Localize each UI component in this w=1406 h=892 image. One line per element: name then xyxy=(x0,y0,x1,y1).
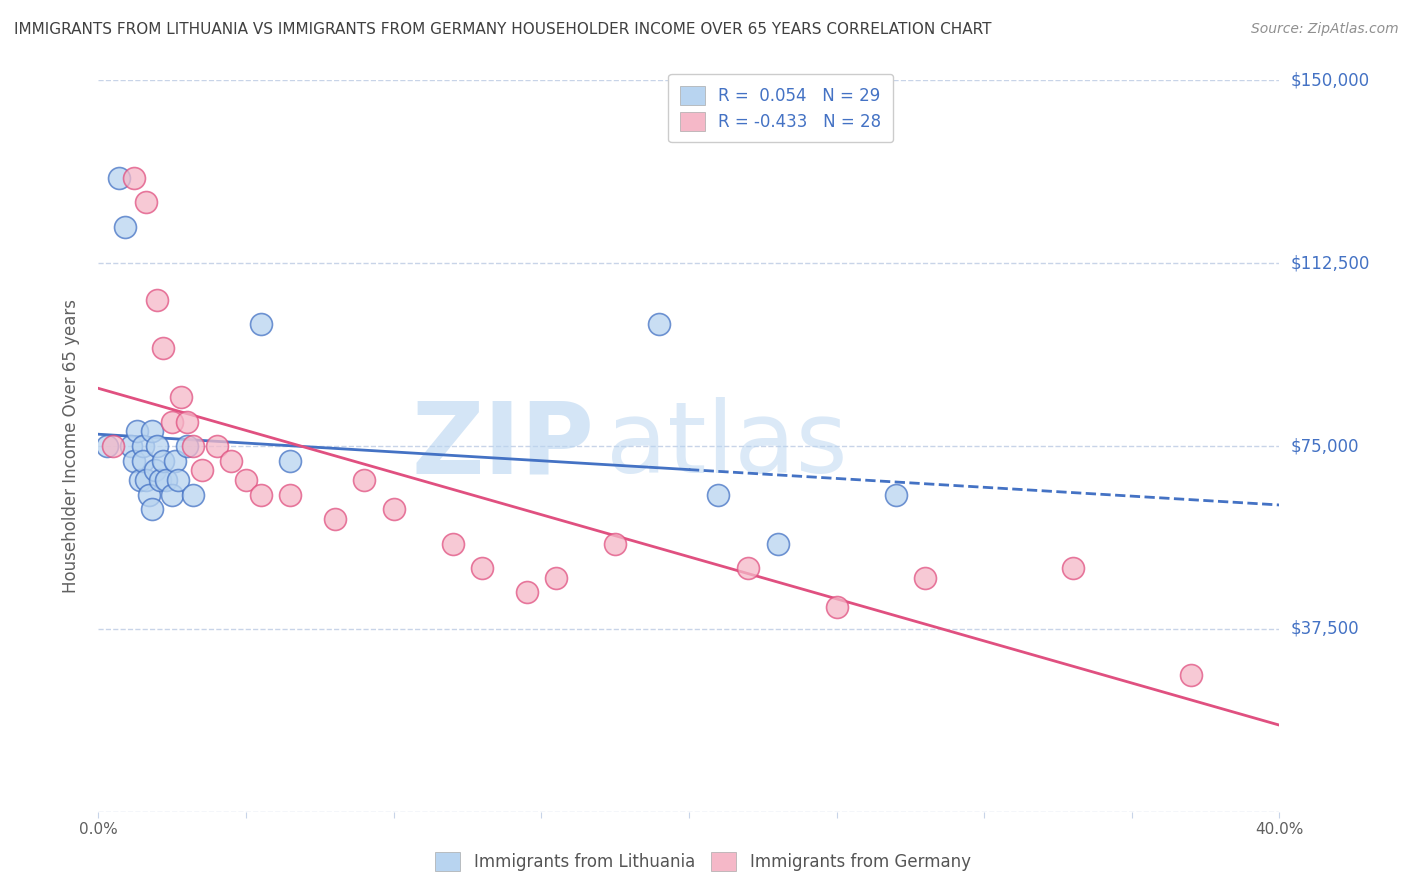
Point xyxy=(884,488,907,502)
Point xyxy=(353,473,375,487)
Point xyxy=(235,473,257,487)
Point xyxy=(441,536,464,550)
Text: ZIP: ZIP xyxy=(412,398,595,494)
Point xyxy=(167,473,190,487)
Point xyxy=(138,488,160,502)
Point xyxy=(146,439,169,453)
Point xyxy=(141,425,163,439)
Point xyxy=(471,561,494,575)
Point xyxy=(914,571,936,585)
Point xyxy=(737,561,759,575)
Point xyxy=(516,585,538,599)
Point xyxy=(132,453,155,467)
Point xyxy=(128,473,150,487)
Point xyxy=(648,317,671,331)
Point xyxy=(382,502,405,516)
Point xyxy=(825,599,848,614)
Point xyxy=(146,293,169,307)
Point xyxy=(149,473,172,487)
Legend: Immigrants from Lithuania, Immigrants from Germany: Immigrants from Lithuania, Immigrants fr… xyxy=(427,843,979,880)
Text: IMMIGRANTS FROM LITHUANIA VS IMMIGRANTS FROM GERMANY HOUSEHOLDER INCOME OVER 65 : IMMIGRANTS FROM LITHUANIA VS IMMIGRANTS … xyxy=(14,22,991,37)
Point xyxy=(135,473,157,487)
Point xyxy=(323,512,346,526)
Point xyxy=(141,502,163,516)
Text: atlas: atlas xyxy=(606,398,848,494)
Point xyxy=(766,536,789,550)
Point xyxy=(191,463,214,477)
Point xyxy=(280,488,302,502)
Point xyxy=(135,195,157,210)
Text: $112,500: $112,500 xyxy=(1291,254,1369,272)
Text: $37,500: $37,500 xyxy=(1291,620,1360,638)
Point xyxy=(152,453,174,467)
Point xyxy=(605,536,627,550)
Point xyxy=(108,170,131,185)
Point xyxy=(181,488,204,502)
Point xyxy=(122,170,145,185)
Legend: R =  0.054   N = 29, R = -0.433   N = 28: R = 0.054 N = 29, R = -0.433 N = 28 xyxy=(668,74,893,143)
Point xyxy=(280,453,302,467)
Point xyxy=(103,439,125,453)
Point xyxy=(707,488,730,502)
Text: $75,000: $75,000 xyxy=(1291,437,1360,455)
Point xyxy=(181,439,204,453)
Point xyxy=(250,488,273,502)
Point xyxy=(1180,668,1202,682)
Point xyxy=(205,439,228,453)
Point xyxy=(176,439,198,453)
Text: Source: ZipAtlas.com: Source: ZipAtlas.com xyxy=(1251,22,1399,37)
Point xyxy=(165,453,187,467)
Point xyxy=(546,571,568,585)
Point xyxy=(96,439,118,453)
Point xyxy=(162,488,183,502)
Point xyxy=(1062,561,1084,575)
Point xyxy=(155,473,177,487)
Point xyxy=(125,425,148,439)
Point xyxy=(120,439,142,453)
Point xyxy=(132,439,155,453)
Point xyxy=(114,219,136,234)
Point xyxy=(250,317,273,331)
Point xyxy=(122,453,145,467)
Point xyxy=(170,390,193,404)
Point xyxy=(152,342,174,356)
Point xyxy=(162,415,183,429)
Point xyxy=(176,415,198,429)
Y-axis label: Householder Income Over 65 years: Householder Income Over 65 years xyxy=(62,299,80,593)
Point xyxy=(221,453,243,467)
Point xyxy=(143,463,166,477)
Text: $150,000: $150,000 xyxy=(1291,71,1369,89)
